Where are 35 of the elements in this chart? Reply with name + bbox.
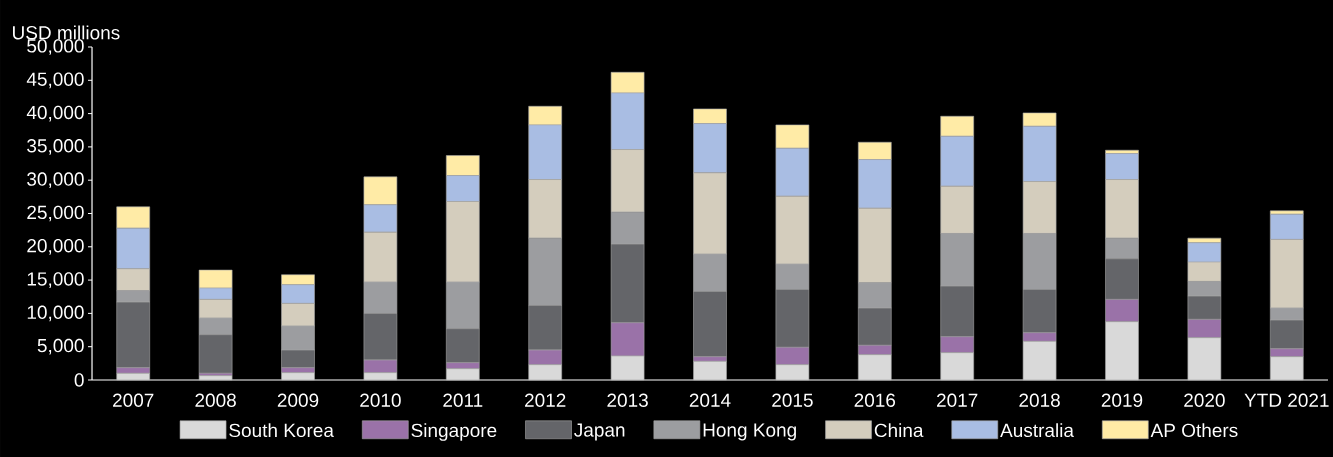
x-tick-label: 2010 bbox=[360, 393, 401, 407]
legend-label: Hong Kong bbox=[703, 423, 796, 441]
x-tick-label: 2017 bbox=[937, 393, 978, 407]
y-tick-label: 50,000 bbox=[27, 39, 84, 55]
y-tick-label: 20,000 bbox=[27, 238, 84, 255]
y-tick-label: 10,000 bbox=[27, 305, 84, 322]
x-tick-label: 2013 bbox=[607, 393, 648, 407]
legend-label: South Korea bbox=[229, 423, 334, 438]
bar bbox=[198, 375, 233, 381]
x-tick-label: 2011 bbox=[443, 393, 483, 407]
y-tick-label: 25,000 bbox=[27, 205, 84, 222]
x-tick-label: 2019 bbox=[1101, 393, 1143, 407]
x-tick-label: YTD 2021 bbox=[1244, 393, 1329, 407]
y-axis-title: USD millions bbox=[13, 25, 120, 40]
y-tick-label: 0 bbox=[74, 373, 84, 387]
x-tick-label: 2018 bbox=[1019, 393, 1060, 407]
legend-label: China bbox=[874, 423, 924, 438]
x-tick-label: 2012 bbox=[525, 393, 566, 407]
y-tick-label: 5,000 bbox=[37, 338, 84, 355]
legend-label: Australia bbox=[1000, 423, 1074, 438]
legend-label: Japan bbox=[574, 423, 625, 441]
x-tick-label: 2008 bbox=[195, 393, 236, 407]
y-tick-label: 45,000 bbox=[26, 72, 84, 89]
legend-label: Singapore bbox=[411, 423, 497, 441]
y-tick-label: 40,000 bbox=[26, 105, 84, 122]
x-tick-label: 2015 bbox=[772, 393, 813, 407]
x-tick-label: 2016 bbox=[854, 393, 896, 407]
x-tick-label: 2007 bbox=[113, 393, 154, 407]
x-tick-label: 2014 bbox=[689, 393, 731, 407]
y-tick-label: 15,000 bbox=[27, 272, 84, 288]
y-tick-label: 30,000 bbox=[27, 172, 84, 189]
y-tick-label: 35,000 bbox=[27, 139, 84, 155]
legend-label: AP Others bbox=[1150, 423, 1238, 438]
x-tick-label: 2020 bbox=[1184, 393, 1225, 407]
x-tick-label: 2009 bbox=[277, 393, 319, 407]
